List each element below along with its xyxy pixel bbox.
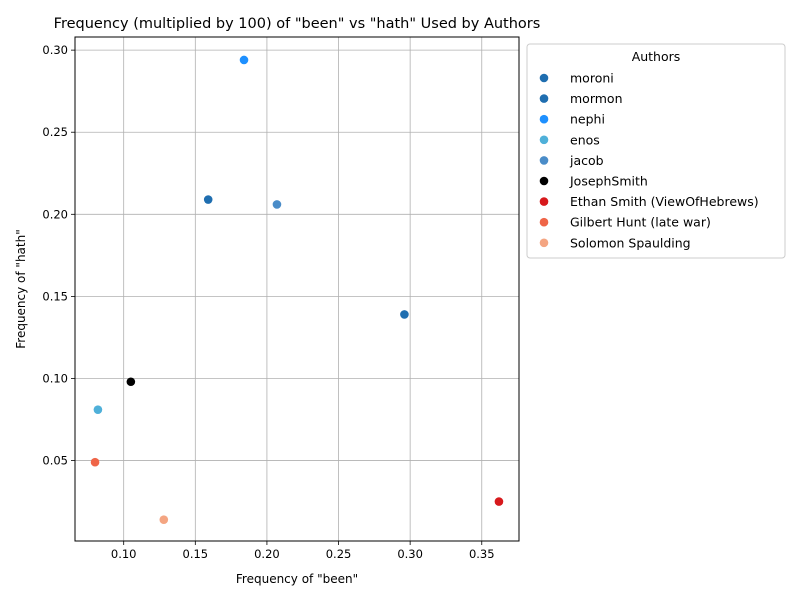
y-tick-label: 0.15 [42,289,68,303]
data-point [159,515,169,524]
legend-marker [539,156,549,165]
data-point [272,200,282,209]
x-tick-label: 0.30 [397,547,423,561]
legend-marker [539,135,549,145]
y-tick-label: 0.10 [42,371,68,385]
legend-label: enos [570,132,600,147]
data-points [90,55,504,524]
x-tick-label: 0.15 [183,547,209,561]
y-tick-label: 0.05 [42,454,68,468]
legend-label: moroni [570,71,614,86]
legend-marker [539,238,549,248]
x-tick-label: 0.35 [469,547,495,561]
data-point [90,457,100,467]
legend-title: Authors [632,49,681,64]
legend-marker [539,94,549,103]
y-axis-label: Frequency of "hath" [14,229,28,349]
data-point [400,310,409,319]
legend-items: moroni mormon nephi enos jacob JosephSmith Eth… [539,71,759,250]
legend-marker [539,197,549,206]
x-axis-label: Frequency of "been" [236,572,358,586]
legend-label: mormon [570,91,623,106]
x-tick-label: 0.25 [326,547,352,561]
legend-label: jacob [569,153,604,168]
legend-label: nephi [570,112,605,127]
plot-area-frame [74,36,520,542]
grid-lines [75,37,519,541]
x-axis-ticks: 0.10 0.15 0.20 0.25 0.30 0.35 [111,541,495,561]
legend-marker [539,176,549,186]
data-point [203,195,213,204]
legend-marker [539,114,549,124]
legend-label: Ethan Smith (ViewOfHebrews) [570,194,759,209]
legend-label: Gilbert Hunt (late war) [570,215,711,230]
data-point [494,497,504,506]
data-point [93,405,103,414]
legend: Authors moroni mormon nephi enos jacob Joseph… [526,43,786,259]
legend-label: JosephSmith [569,174,648,189]
y-tick-label: 0.20 [42,207,68,221]
legend-marker [539,217,549,227]
data-point [239,55,249,65]
x-tick-label: 0.20 [254,547,280,561]
data-point [126,377,136,387]
y-tick-label: 0.30 [42,43,68,57]
y-axis-ticks: 0.05 0.10 0.15 0.20 0.25 0.30 [42,43,75,468]
y-tick-label: 0.25 [42,125,68,139]
chart-title: Frequency (multiplied by 100) of "been" … [54,16,541,32]
x-tick-label: 0.10 [111,547,137,561]
legend-frame [526,43,786,259]
legend-label: Solomon Spaulding [570,235,691,250]
legend-marker [539,73,549,83]
